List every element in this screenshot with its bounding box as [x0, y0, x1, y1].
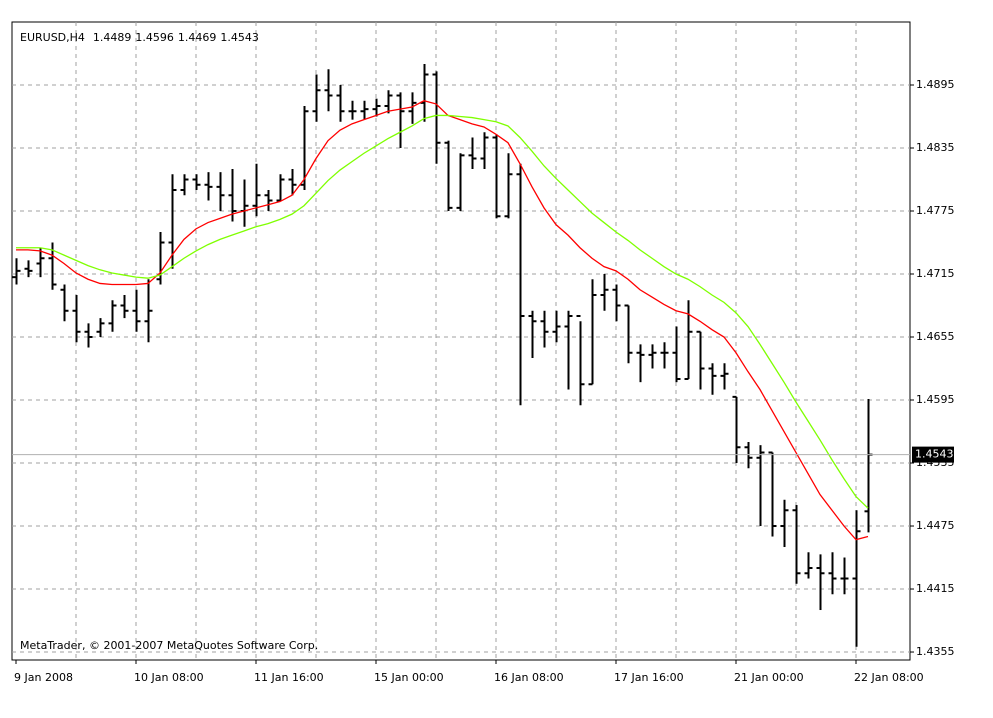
y-tick-label: 1.4835	[916, 141, 955, 154]
symbol: EURUSD,H4	[20, 31, 85, 44]
x-tick-label: 15 Jan 00:00	[374, 671, 444, 684]
y-tick-label: 1.4475	[916, 519, 955, 532]
header-open: 1.4489	[93, 31, 132, 44]
moving-average	[16, 100, 869, 541]
header: EURUSD,H4 1.4489 1.4596 1.4469 1.4543	[20, 31, 259, 44]
x-tick-label: 16 Jan 08:00	[494, 671, 564, 684]
marks	[12, 64, 910, 647]
moving-average	[16, 114, 869, 509]
y-tick-label: 1.4655	[916, 330, 955, 343]
price-box	[912, 446, 954, 463]
x-tick-label: 17 Jan 16:00	[614, 671, 684, 684]
y-tick-label: 1.4595	[916, 393, 955, 406]
plot-frame	[11, 21, 911, 661]
x-tick-label: 22 Jan 08:00	[854, 671, 924, 684]
y-tick-label: 1.4715	[916, 267, 955, 280]
footer: MetaTrader, © 2001-2007 MetaQuotes Softw…	[20, 639, 318, 652]
header-close: 1.4543	[220, 31, 259, 44]
price-label: 1.4543	[915, 448, 954, 461]
y-tick-label: 1.4775	[916, 204, 955, 217]
x-tick-label: 11 Jan 16:00	[254, 671, 324, 684]
header-low: 1.4469	[178, 31, 217, 44]
y-tick-label: 1.4355	[916, 645, 955, 658]
y-tick-label: 1.4895	[916, 78, 955, 91]
x-tick-label: 10 Jan 08:00	[134, 671, 204, 684]
x-tick-label: 21 Jan 00:00	[734, 671, 804, 684]
y-tick-label: 1.4415	[916, 582, 955, 595]
x-tick-label: 9 Jan 2008	[14, 671, 73, 684]
header-high: 1.4596	[135, 31, 174, 44]
